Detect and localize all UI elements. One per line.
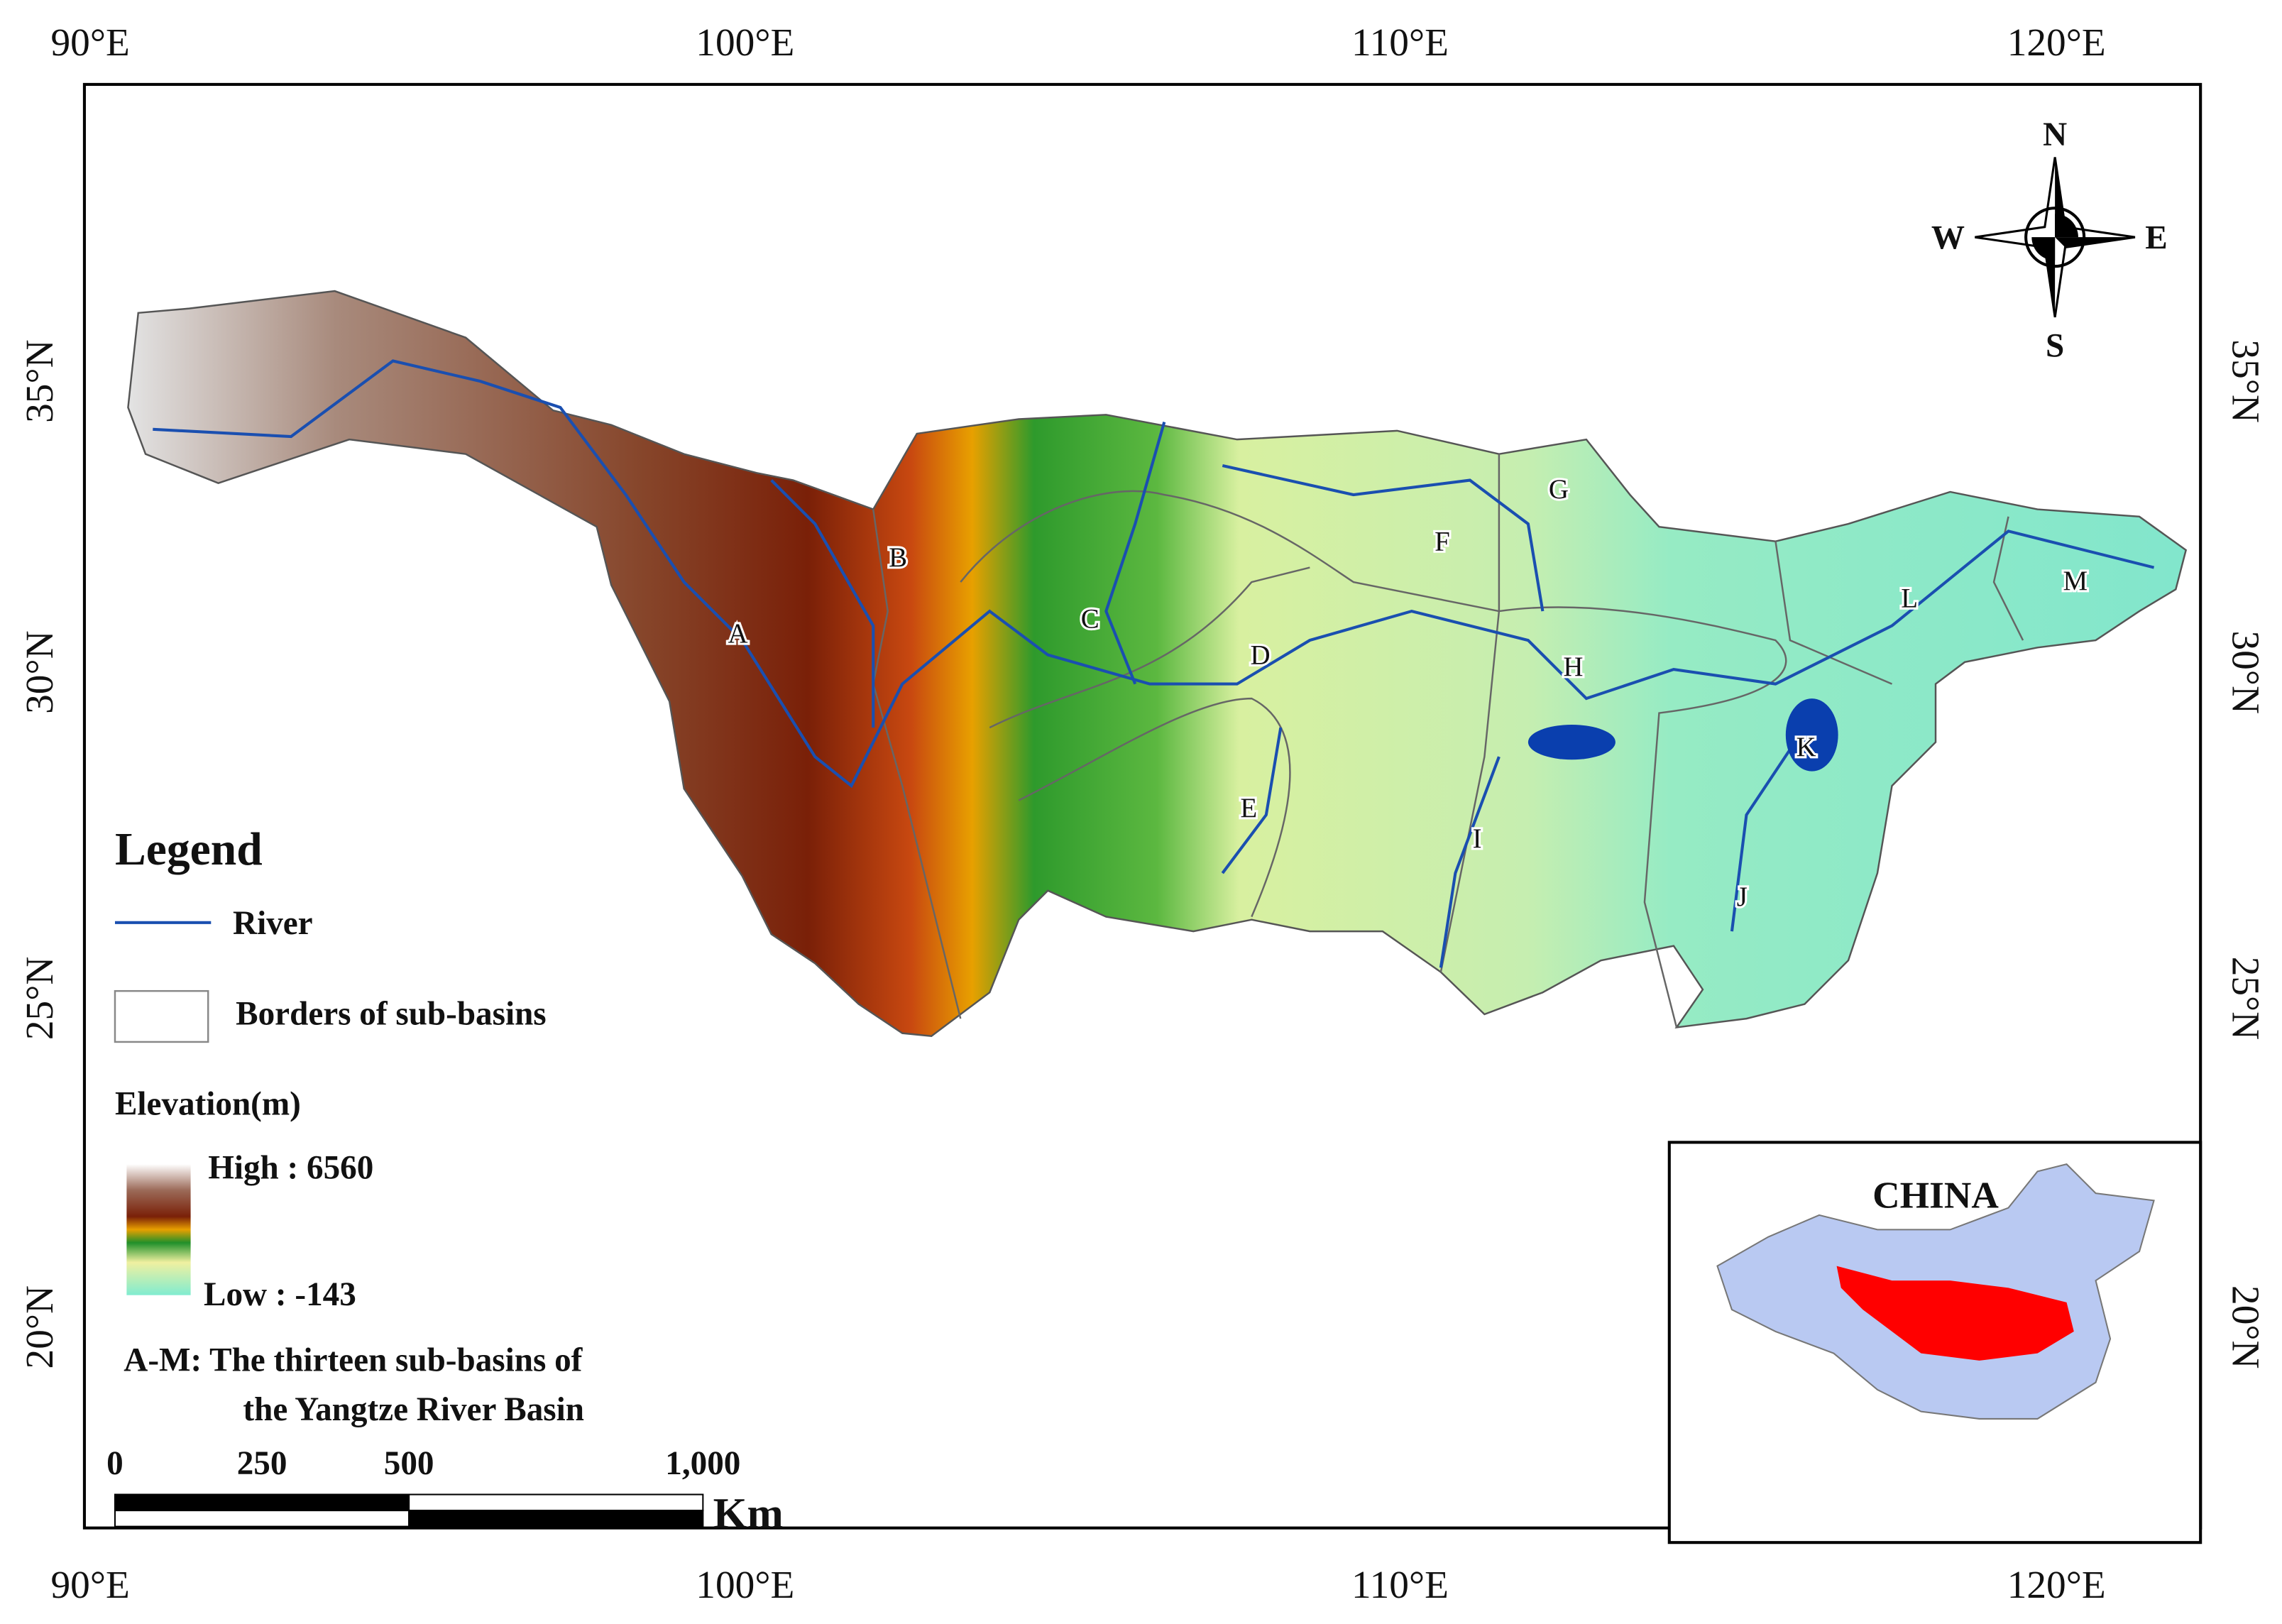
sub-basin-label: K: [1796, 732, 1816, 762]
sub-basin-label: G: [1549, 474, 1569, 505]
scale-label: 0: [106, 1445, 124, 1482]
compass-quad: [2031, 214, 2078, 260]
lat-label: 30°N: [18, 630, 61, 713]
lon-label: 100°E: [696, 1563, 794, 1606]
lake: [1527, 724, 1615, 760]
border: [1018, 697, 1291, 918]
basin: [127, 290, 2188, 1037]
border: [960, 490, 1500, 613]
sub-basin-label: A: [728, 618, 747, 649]
river: [770, 479, 875, 728]
sub-basin-label: J: [1737, 882, 1748, 912]
lon-label: 110°E: [1351, 1563, 1449, 1606]
river: [1439, 756, 1501, 968]
scale-label: 1,000: [665, 1445, 740, 1482]
lon-label: 90°E: [50, 21, 129, 64]
compass-w: W: [1931, 220, 1965, 257]
lat-label: 25°N: [2224, 957, 2267, 1040]
sub-basin-label: B: [889, 542, 907, 573]
lon-label: 120°E: [2007, 1563, 2106, 1606]
compass-fill: [2055, 237, 2135, 248]
compass-n: N: [2043, 116, 2067, 153]
river: [1221, 727, 1283, 874]
border: [1992, 516, 2024, 641]
border: [1439, 454, 1501, 972]
sub-basin-labels: A B C D E F G H I J K L M: [725, 472, 2090, 914]
sub-basin-label: F: [1435, 527, 1450, 557]
border: [872, 509, 962, 1019]
sub-basin-label: D: [1251, 640, 1271, 671]
lon-label: 100°E: [696, 21, 794, 64]
rivers: [153, 359, 2155, 968]
compass: N S E W: [1931, 116, 2168, 364]
legend-note: A-M: The thirteen sub-basins of: [124, 1342, 583, 1378]
legend-borders: Borders of sub-basins: [236, 995, 546, 1032]
sub-basin-label: H: [1563, 652, 1583, 682]
legend-elevation-title: Elevation(m): [115, 1085, 301, 1122]
lon-label: 110°E: [1351, 21, 1449, 64]
legend-high: High : 6560: [208, 1150, 373, 1187]
scale-segment: [114, 1493, 410, 1512]
legend-note: the Yangtze River Basin: [243, 1391, 584, 1428]
scale-unit: Km: [713, 1490, 784, 1538]
sub-basin-label: C: [1081, 603, 1099, 634]
lat-label: 20°N: [2224, 1285, 2267, 1368]
elevation-colorbar: [126, 1164, 191, 1295]
lake: [1785, 698, 1838, 772]
river: [1730, 726, 1806, 932]
compass-s: S: [2046, 327, 2064, 364]
river: [153, 359, 2155, 789]
sub-basin-label: I: [1473, 823, 1482, 854]
sub-basin-label: L: [1901, 583, 1918, 614]
compass-e: E: [2145, 220, 2167, 257]
scale-segment: [408, 1510, 704, 1527]
legend-low: Low : -143: [204, 1276, 356, 1313]
lat-label: 20°N: [18, 1285, 61, 1368]
border: [1498, 606, 1787, 1028]
lon-label: 120°E: [2007, 21, 2106, 64]
lakes: [1527, 698, 1838, 772]
inset-basin: [1836, 1266, 2074, 1361]
border: [1774, 541, 1892, 685]
lat-label: 25°N: [18, 957, 61, 1040]
legend-title: Legend: [115, 824, 263, 875]
legend-river: River: [233, 905, 313, 942]
scale-segment: [114, 1510, 410, 1527]
river: [1104, 421, 1166, 685]
lat-label: 30°N: [2224, 630, 2267, 713]
scale-segment: [408, 1493, 704, 1512]
border: [989, 566, 1310, 729]
sub-basin-borders: [872, 454, 2024, 1028]
lon-label: 90°E: [50, 1563, 129, 1606]
inset-title: CHINA: [1872, 1175, 1999, 1217]
sub-basin-label: M: [2063, 566, 2088, 596]
lat-label: 35°N: [18, 339, 61, 422]
sub-basin-label: E: [1240, 793, 1257, 823]
river: [1222, 464, 1545, 612]
scale-label: 250: [237, 1445, 287, 1482]
legend-border-box: [114, 989, 209, 1043]
scale-label: 500: [384, 1445, 434, 1482]
lat-label: 35°N: [2224, 339, 2267, 422]
compass-ring: [2024, 207, 2086, 268]
